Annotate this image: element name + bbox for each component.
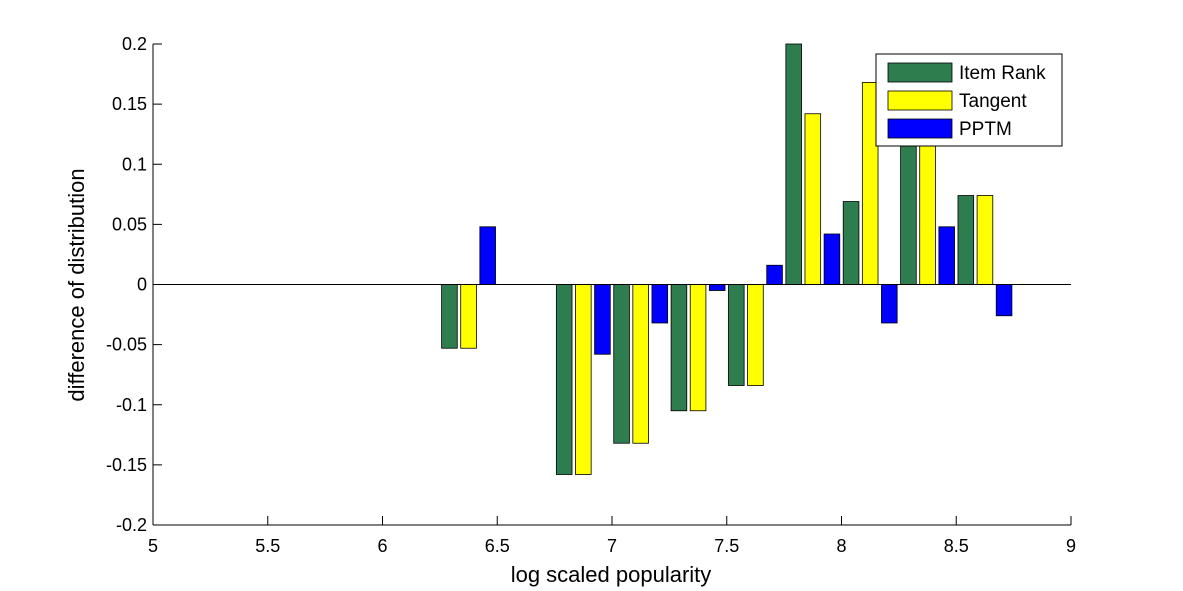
- bar: [728, 284, 745, 386]
- bar: [708, 284, 726, 291]
- bar: [632, 284, 649, 444]
- x-tick-label: 7: [607, 536, 617, 556]
- legend-label: PPTM: [959, 119, 1012, 140]
- y-tick-label: 0.2: [122, 34, 147, 54]
- y-axis-title: difference of distribution: [64, 168, 89, 401]
- x-tick-label: 7.5: [714, 536, 739, 556]
- bar: [995, 284, 1013, 317]
- bar: [976, 195, 994, 285]
- x-tick-label: 9: [1066, 536, 1076, 556]
- x-tick-label: 6: [377, 536, 387, 556]
- y-tick-label: -0.15: [106, 455, 147, 475]
- y-tick-label: 0.05: [112, 214, 147, 234]
- x-tick-label: 5: [148, 536, 158, 556]
- x-tick-label: 8: [836, 536, 846, 556]
- bar: [651, 284, 669, 324]
- y-tick-label: -0.2: [116, 515, 147, 535]
- legend-swatch: [887, 62, 953, 83]
- bar: [575, 284, 592, 475]
- legend: Item Rank Tangent PPTM: [875, 53, 1063, 147]
- series-tangent: [460, 82, 994, 475]
- y-tick-label: 0.1: [122, 154, 147, 174]
- bar: [785, 43, 802, 285]
- bar: [804, 113, 822, 285]
- bar: [441, 284, 458, 349]
- bar: [881, 284, 898, 324]
- bar: [747, 284, 764, 386]
- y-tick-label: 0.15: [112, 94, 147, 114]
- bar: [766, 264, 783, 285]
- series-pptm: [479, 226, 1013, 355]
- bar: [900, 121, 917, 285]
- bar: [594, 284, 611, 355]
- bar: [670, 284, 688, 412]
- bar: [689, 284, 707, 412]
- bar: [460, 284, 477, 349]
- bar: [842, 201, 860, 285]
- bar: [823, 233, 841, 285]
- x-tick-label: 8.5: [944, 536, 969, 556]
- bar: [555, 284, 573, 475]
- bar: [957, 195, 975, 285]
- x-axis-title: log scaled popularity: [511, 562, 712, 587]
- bar: [938, 226, 955, 285]
- legend-swatch: [887, 118, 953, 139]
- bar: [613, 284, 630, 444]
- bar: [479, 226, 496, 285]
- x-tick-label: 6.5: [485, 536, 510, 556]
- legend-swatch: [887, 90, 953, 111]
- y-tick-label: -0.1: [116, 395, 147, 415]
- series-item-rank: [441, 43, 975, 475]
- bar: [919, 121, 936, 285]
- y-tick-label: 0: [137, 275, 147, 295]
- x-tick-label: 5.5: [255, 536, 280, 556]
- legend-label: Item Rank: [959, 63, 1046, 84]
- y-tick-label: -0.05: [106, 335, 147, 355]
- legend-label: Tangent: [959, 91, 1027, 112]
